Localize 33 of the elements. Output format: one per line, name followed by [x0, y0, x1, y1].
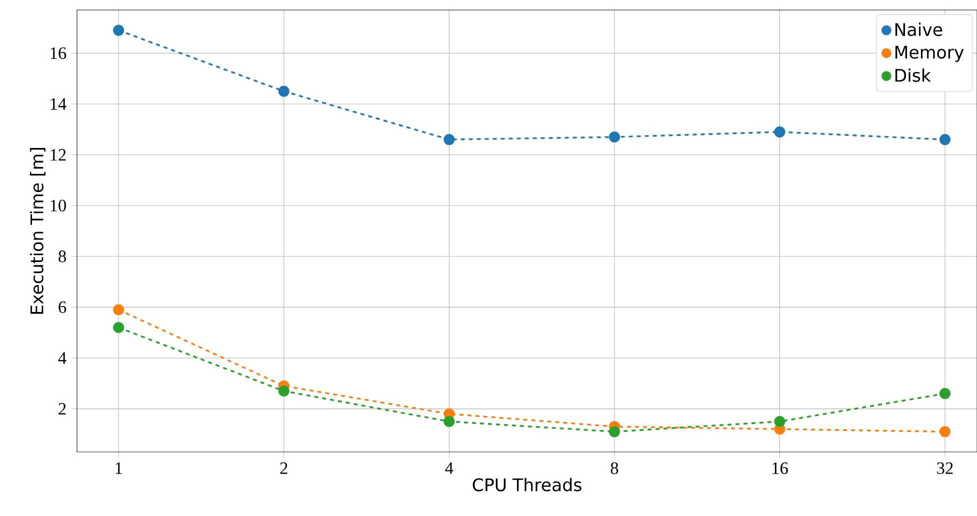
y-tick-label: 4 [58, 352, 66, 364]
y-tick-label: 2 [58, 403, 66, 415]
y-tick-label: 12 [50, 149, 66, 161]
y-axis-title: Execution Time [m] [30, 148, 46, 314]
point [608, 426, 620, 438]
point [278, 86, 290, 97]
x-tick-label: 32 [937, 462, 953, 474]
point [774, 416, 786, 428]
point [608, 131, 620, 143]
point [939, 134, 951, 146]
legend-label: Memory [895, 46, 964, 62]
point [444, 134, 455, 146]
point [113, 304, 124, 316]
x-tick-label: 2 [280, 462, 288, 474]
y-tick-label: 10 [50, 200, 66, 212]
point [278, 385, 290, 397]
legend-label: Naive [895, 22, 942, 36]
y-tick-label: 16 [50, 47, 66, 59]
y-tick-label: 8 [58, 250, 66, 262]
point [939, 426, 951, 438]
x-tick-label: 16 [772, 462, 788, 474]
point [113, 24, 124, 36]
x-tick-label: 8 [610, 462, 618, 474]
point [939, 388, 951, 400]
x-tick-label: 4 [445, 462, 454, 474]
legend-label: Disk [895, 68, 931, 82]
x-axis-title: CPU Threads [472, 478, 582, 492]
y-tick-label: 6 [58, 301, 66, 314]
point [774, 126, 786, 138]
point [113, 322, 124, 334]
y-tick-label: 14 [50, 98, 66, 110]
point [444, 416, 455, 428]
x-tick-label: 1 [116, 462, 122, 474]
